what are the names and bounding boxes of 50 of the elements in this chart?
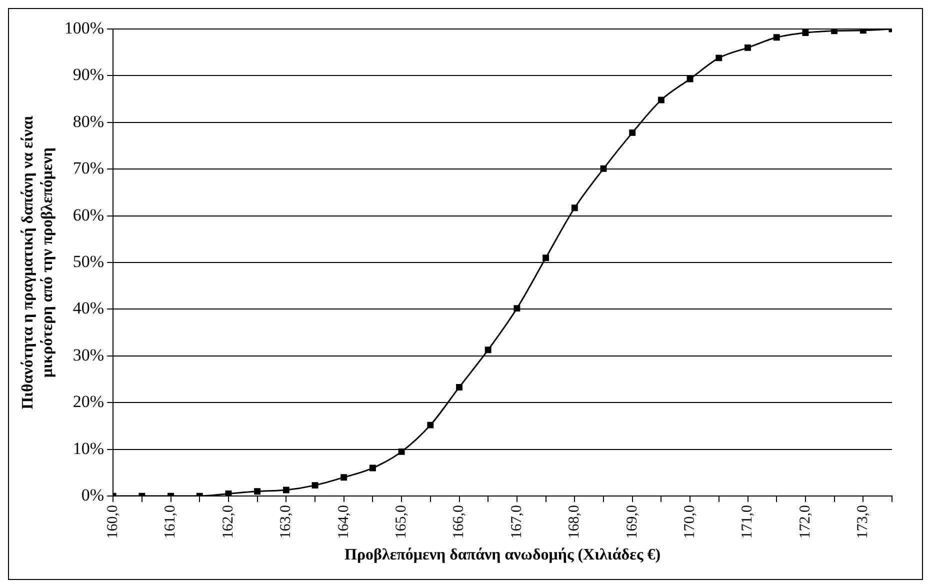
x-tick-label: 171,0 [740,505,756,539]
y-tick-label: 0% [81,486,104,505]
y-tick-label: 60% [72,205,104,224]
y-tick-label: 70% [72,158,104,178]
point [369,464,376,472]
x-tick-label: 172,0 [797,505,814,539]
y-tick-label: 50% [72,252,104,271]
y-tick-label: 30% [72,345,104,364]
x-tick-label: 164,0 [336,505,352,539]
point [542,254,550,262]
point [282,486,290,494]
point [427,422,434,428]
x-tick-label: 173,0 [855,505,872,539]
y-tick-label: 90% [72,65,104,84]
point [658,96,664,104]
point [225,490,232,496]
y-tick-label: 100% [64,18,104,38]
x-tick-label: 166,0 [451,505,468,539]
y-axis-title: Πιθανότητα η πραγματική δαπάνη να είναι μικρότερη από την προβλεπόμενη [20,116,56,410]
point [571,204,578,212]
point [312,482,318,489]
point [398,448,405,455]
x-tick-label: 165,0 [393,505,410,539]
y-tick-label: 10% [72,438,104,458]
point [600,165,607,172]
x-tick-label: 163,0 [278,505,294,539]
y-tick-label: 80% [72,112,104,131]
x-axis-title: Προβλεπόμενη δαπάνη ανωδομής (Χιλιάδες €) [344,546,661,564]
x-tick-label: 160,0 [105,505,121,539]
point [456,384,462,390]
x-tick-label: 161,0 [162,505,179,539]
x-tick-label: 169,0 [624,505,640,539]
point [629,129,636,136]
x-tick-label: 167,0 [508,505,525,539]
x-tick-label: 170,0 [682,505,698,539]
x-tick-label: 162,0 [220,505,236,539]
point [802,30,809,36]
x-tick-label: 168,0 [566,505,583,539]
point [716,54,722,62]
point [514,305,520,312]
point [254,488,261,495]
point [773,34,780,41]
y-tick-label: 20% [72,392,104,412]
point [340,474,348,481]
point [686,76,694,82]
y-tick-label: 40% [72,298,104,318]
point [860,29,866,34]
point [744,44,751,51]
point [831,29,838,34]
point [484,346,492,354]
